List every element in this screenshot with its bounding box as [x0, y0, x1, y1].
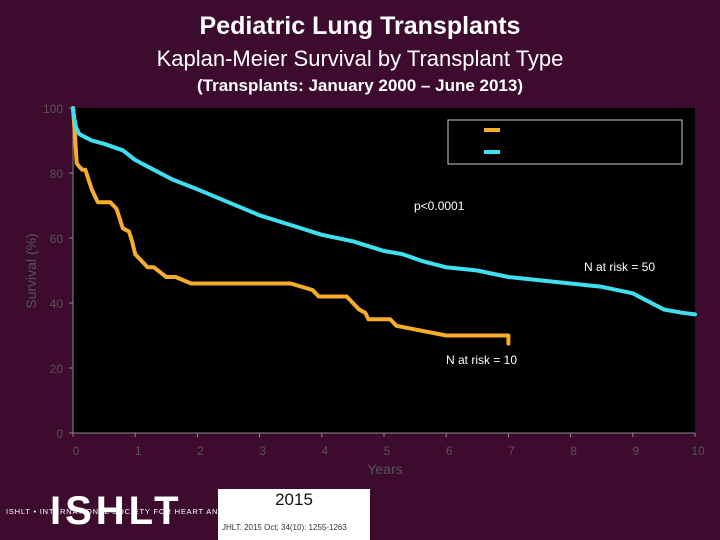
legend-items — [484, 128, 500, 154]
y-tick-label: 0 — [56, 427, 63, 441]
slide-period: (Transplants: January 2000 – June 2013) — [197, 76, 523, 95]
series-line-cyan — [71, 106, 697, 317]
y-tick-label: 100 — [43, 102, 63, 116]
x-tick-label: 0 — [73, 444, 80, 458]
p-value-annotation: p<0.0001 — [414, 199, 465, 213]
x-tick-label: 7 — [508, 444, 515, 458]
reference-year: 2015 — [275, 490, 313, 509]
series-lines — [71, 106, 697, 346]
x-tick-label: 4 — [321, 444, 328, 458]
slide-title: Pediatric Lung Transplants — [199, 12, 521, 40]
y-tick-label: 40 — [50, 297, 64, 311]
slide-subtitle: Kaplan-Meier Survival by Transplant Type — [156, 46, 564, 71]
x-tick-label: 6 — [446, 444, 453, 458]
risk-orange-annotation: N at risk = 10 — [446, 353, 517, 367]
y-axis-label: Survival (%) — [23, 233, 39, 308]
x-tick-label: 5 — [384, 444, 391, 458]
reference-box: 2015 JHLT. 2015 Oct; 34(10): 1255-1263 — [218, 489, 370, 540]
series-line-orange — [71, 106, 511, 346]
x-tick-label: 3 — [259, 444, 266, 458]
legend-box — [447, 119, 683, 165]
x-tick-label: 10 — [691, 444, 705, 458]
x-tick-label: 1 — [135, 444, 142, 458]
x-tick-label: 2 — [197, 444, 204, 458]
x-tick-label: 8 — [570, 444, 577, 458]
risk-cyan-annotation: N at risk = 50 — [584, 260, 655, 274]
ishlt-logo: ISHLT — [0, 489, 218, 540]
y-tick-label: 20 — [50, 362, 64, 376]
ishlt-logo-subtitle: ISHLT • INTERNATIONAL SOCIETY FOR HEART … — [6, 507, 338, 516]
reference-citation: JHLT. 2015 Oct; 34(10): 1255-1263 — [222, 523, 347, 532]
ishlt-logo-text: ISHLT — [50, 489, 183, 533]
y-tick-label: 60 — [50, 232, 64, 246]
x-axis-label: Years — [367, 461, 402, 477]
x-tick-label: 9 — [632, 444, 639, 458]
y-tick-label: 80 — [50, 167, 64, 181]
